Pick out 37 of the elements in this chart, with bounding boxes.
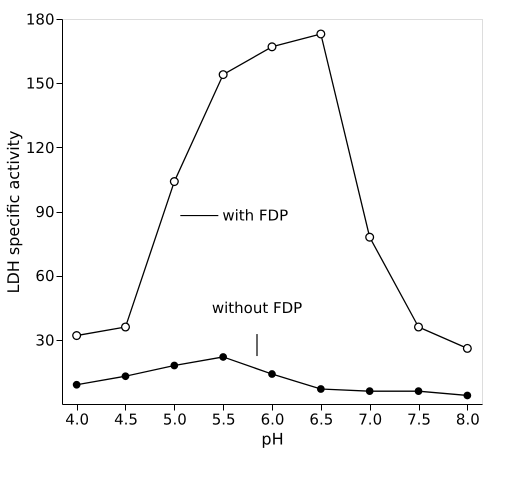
x-tick-label: 5.5 [212, 410, 236, 428]
x-tick-label: 8.0 [456, 410, 480, 428]
point [463, 392, 472, 400]
x-tick-label: 4.0 [65, 410, 90, 428]
point [170, 362, 178, 370]
point [366, 387, 374, 396]
point [316, 385, 325, 393]
point [218, 70, 228, 80]
x-tick-label: 5.0 [162, 410, 187, 428]
point [414, 322, 424, 332]
point [365, 232, 374, 242]
point [268, 370, 276, 378]
point [120, 322, 130, 332]
point [122, 372, 130, 380]
y-tick-label: 60 [35, 267, 54, 286]
x-tick-label: 7.0 [358, 410, 382, 428]
x-axis-title: pH [261, 430, 284, 448]
legend-label: with FDP [222, 206, 288, 225]
point [72, 331, 82, 340]
x-tick-label: 6.0 [260, 410, 284, 428]
y-tick-label: 150 [26, 74, 54, 93]
y-tick-label: 120 [26, 138, 54, 157]
point [267, 42, 277, 52]
point [219, 353, 228, 361]
point [414, 387, 422, 396]
x-tick-label: 7.5 [407, 410, 431, 428]
y-tick-label: 90 [35, 203, 54, 221]
x-tick-label: 4.5 [114, 410, 138, 428]
x-tick-label: 6.5 [309, 410, 334, 428]
y-axis-title: LDH specific activity [4, 130, 23, 294]
point [72, 380, 81, 389]
point [170, 177, 179, 186]
point [316, 29, 326, 38]
text: without FDP [212, 299, 302, 318]
point [462, 344, 472, 353]
y-tick-label: 180 [26, 10, 54, 28]
y-tick-label: 30 [35, 331, 54, 350]
